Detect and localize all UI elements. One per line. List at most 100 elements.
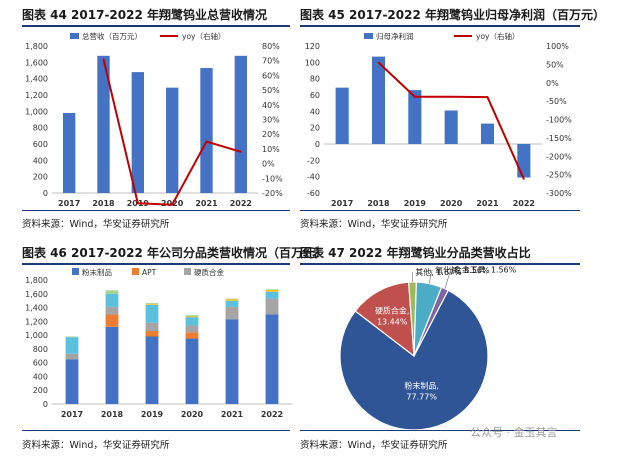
- figure-46-chart: 0 200 400 600 800 1,000 1,200 1,400 1,600 1,800 20…: [25, 267, 292, 419]
- x-tick-label: 2021: [221, 410, 244, 419]
- bar-hard-2022: [265, 298, 279, 315]
- figure-46-rule: [22, 263, 290, 265]
- y2-tick-label: -100%: [546, 116, 572, 125]
- bar-2018: [371, 56, 386, 144]
- legend-swatch-apt: [132, 268, 139, 275]
- figure-47-bottom-rule: [300, 430, 580, 431]
- x-tick-label: 2018: [367, 199, 390, 208]
- x-tick-label: 2018: [101, 410, 124, 419]
- bar-other-2017: [65, 336, 79, 338]
- bar-other-2019: [145, 303, 159, 305]
- legend-label-line: yoy（右轴）: [182, 31, 225, 41]
- y-tick-label: 1,000: [25, 331, 48, 340]
- y2-tick-label: -150%: [546, 134, 572, 143]
- figure-44-title: 图表 44 2017-2022 年翔鹭钨业总营收情况: [22, 8, 268, 22]
- y-tick-label: 60: [310, 91, 320, 100]
- bar-hard-2018: [105, 306, 119, 315]
- figure-46-source: 资料来源：Wind，华安证券研究所: [22, 440, 170, 451]
- y-tick-label: 1,000: [25, 107, 48, 116]
- yoy-point-2018: [102, 58, 105, 61]
- legend-swatch-bar: [70, 33, 79, 39]
- legend-label-bar: 归母净利润: [376, 31, 414, 41]
- x-tick-label: 2020: [440, 199, 463, 208]
- legend-label-powder: 粉末制品: [82, 267, 112, 277]
- pie-slice-pie_hard: [354, 281, 415, 358]
- figure-45-rule: [300, 25, 580, 27]
- bar-apt-2020: [185, 332, 199, 339]
- y2-tick-label: 10%: [262, 145, 280, 154]
- y2-tick-label: 70%: [262, 57, 280, 66]
- y-tick-label: 200: [33, 386, 48, 395]
- y-tick-label: 200: [33, 173, 48, 182]
- bar-2019: [408, 90, 422, 144]
- figure-47-rule: [300, 263, 580, 265]
- bar-tungsten_oxide-2022: [265, 291, 279, 299]
- y-tick-label: 400: [33, 372, 48, 381]
- bar-powder-2017: [65, 359, 79, 404]
- x-tick-label: 2021: [476, 199, 499, 208]
- x-tick-label: 2022: [261, 410, 283, 419]
- y-tick-label: 40: [310, 107, 320, 116]
- y2-tick-label: 80%: [262, 42, 280, 51]
- bar-powder-2022: [265, 314, 279, 404]
- bar-2022: [234, 55, 248, 193]
- y-tick-label: 1,800: [25, 276, 48, 285]
- x-tick-label: 2022: [230, 199, 252, 208]
- bar-alloy-2022: [265, 289, 279, 292]
- figure-45-title: 图表 45 2017-2022 年翔鹭钨业归母净利润（百万元）: [300, 8, 606, 22]
- bar-2020: [444, 110, 458, 144]
- figure-44-chart: 0 200 400 600 800 1,000 1,200 1,400 1,600 1,800 -2…: [25, 31, 283, 208]
- bar-tungsten_oxide-2019: [145, 304, 159, 323]
- y2-tick-label: 50%: [262, 86, 280, 95]
- y2-tick-label: 100%: [546, 42, 569, 51]
- figure-45-bottom-rule: [300, 210, 580, 211]
- x-tick-label: 2019: [141, 410, 164, 419]
- yoy-point-2021: [205, 140, 208, 143]
- legend-label-line: yoy（右轴）: [476, 31, 519, 41]
- pie-label-pie_oxide: 氧化钨, 5.56%: [435, 265, 490, 275]
- pie-leader-pie_alloy: [444, 269, 452, 289]
- y-tick-label: 800: [33, 345, 48, 354]
- yoy-point-2019: [137, 202, 139, 205]
- figure-46-bottom-rule: [22, 430, 290, 431]
- x-tick-label: 2017: [61, 410, 83, 419]
- y-tick-label: 80: [310, 75, 320, 84]
- bar-hard-2021: [225, 306, 239, 320]
- bar-apt-2018: [105, 314, 119, 327]
- y-tick-label: 0: [43, 400, 48, 409]
- bar-2022: [517, 144, 531, 178]
- y2-tick-label: -20%: [262, 189, 283, 198]
- pie-label-pie_alloy: 合金工具, 1.56%: [454, 265, 517, 275]
- y2-tick-label: 40%: [262, 101, 280, 110]
- y2-tick-label: -200%: [546, 152, 572, 161]
- y2-tick-label: 0%: [262, 160, 275, 169]
- y-tick-label: 1,400: [25, 304, 48, 313]
- y-tick-label: 1,200: [25, 317, 48, 326]
- bar-other-2022: [265, 289, 279, 290]
- figure-46-title: 图表 46 2017-2022 年公司分品类营收情况（百万元）: [22, 246, 328, 260]
- figure-47-source: 资料来源：Wind，华安证券研究所: [300, 440, 448, 451]
- bar-2017: [62, 112, 76, 193]
- yoy-point-2018: [377, 61, 380, 64]
- pie-pct-pie_hard: 13.44%: [377, 318, 408, 327]
- y-tick-label: 1,600: [25, 58, 48, 67]
- bar-alloy-2019: [145, 304, 159, 305]
- bar-2020: [165, 87, 179, 193]
- pie-label-pie_powder: 粉末制品,: [404, 381, 439, 391]
- legend-swatch-hard: [184, 268, 191, 275]
- y-tick-label: 1,200: [25, 91, 48, 100]
- y-tick-label: -20: [307, 156, 320, 165]
- figure-44-source: 资料来源：Wind，华安证券研究所: [22, 219, 170, 230]
- yoy-point-2019: [414, 95, 416, 98]
- yoy-point-2021: [486, 96, 489, 98]
- y2-tick-label: -300%: [546, 189, 572, 198]
- bar-powder-2020: [185, 338, 199, 404]
- legend-swatch-bar: [364, 33, 373, 39]
- figure-47-chart: 粉末制品, 77.77% 硬质合金, 13.44% 其他, 1.67%氧化钨, 5.56…: [339, 265, 517, 430]
- figure-47-title: 图表 47 2022 年翔鹭钨业分品类营收占比: [300, 246, 531, 260]
- bar-2017: [335, 87, 349, 144]
- bar-2021: [480, 123, 495, 144]
- y2-tick-label: 60%: [262, 71, 280, 80]
- y-tick-label: 100: [305, 58, 320, 67]
- legend-label-apt: APT: [142, 268, 157, 277]
